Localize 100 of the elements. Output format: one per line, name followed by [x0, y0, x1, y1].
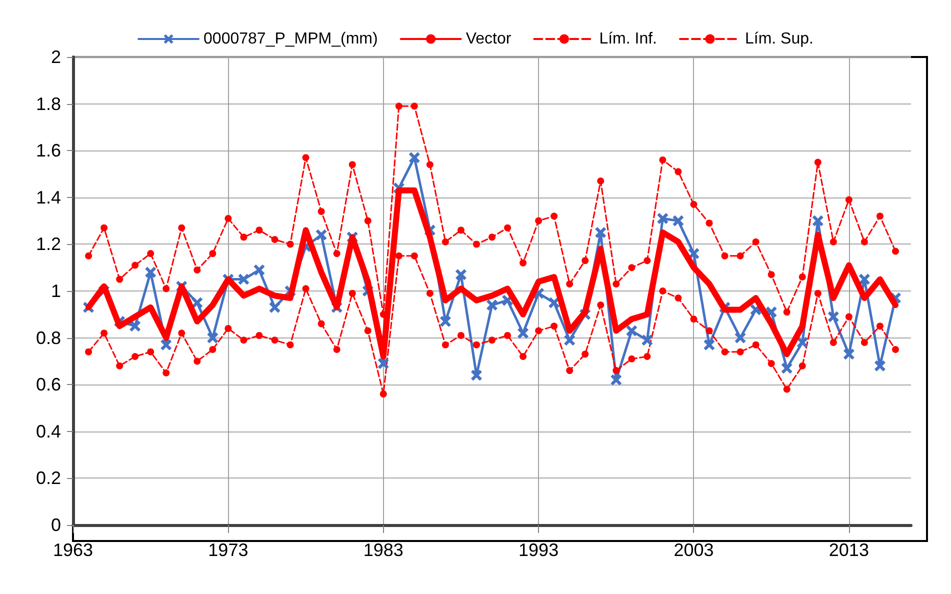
point — [721, 348, 728, 356]
point — [488, 336, 496, 344]
point — [876, 212, 884, 220]
point — [721, 252, 728, 260]
point — [504, 224, 512, 232]
point — [160, 339, 172, 350]
point — [286, 341, 294, 348]
point — [470, 370, 482, 381]
point — [736, 348, 744, 356]
point — [768, 360, 775, 368]
point — [408, 152, 420, 164]
point — [504, 332, 512, 339]
point — [550, 322, 558, 330]
point — [316, 229, 327, 240]
point — [566, 280, 574, 288]
point — [892, 346, 899, 353]
point — [690, 316, 698, 323]
y-tick-label: 0.8 — [36, 328, 61, 348]
point — [582, 350, 589, 358]
point — [364, 217, 372, 224]
point — [582, 257, 589, 264]
point — [595, 227, 606, 238]
point — [85, 348, 92, 356]
point — [194, 266, 201, 274]
point — [830, 338, 837, 346]
point — [238, 274, 250, 285]
point — [814, 158, 822, 166]
point — [286, 240, 294, 248]
point — [410, 252, 418, 260]
point — [348, 290, 356, 297]
point — [147, 348, 154, 356]
point — [736, 252, 744, 260]
point — [644, 353, 651, 360]
point — [674, 294, 682, 302]
point — [830, 238, 837, 246]
point — [348, 161, 356, 168]
point — [271, 236, 278, 244]
point — [674, 168, 682, 176]
point — [145, 266, 156, 278]
point — [752, 238, 760, 246]
y-tick-label: 1.2 — [36, 234, 61, 254]
y-tick-label: 0.4 — [36, 421, 61, 442]
point — [659, 288, 666, 294]
point — [410, 102, 418, 110]
point — [798, 273, 806, 280]
point — [132, 262, 139, 269]
point — [364, 327, 372, 334]
point — [612, 280, 620, 288]
point — [644, 257, 651, 264]
point — [378, 358, 389, 370]
point — [302, 285, 310, 292]
point — [256, 226, 263, 234]
point — [628, 355, 636, 362]
legend-label: 0000787_P_MPM_(mm) — [204, 30, 378, 48]
point — [626, 325, 638, 336]
point — [240, 336, 248, 344]
point — [659, 156, 666, 164]
y-tick-label: 1 — [50, 281, 61, 301]
point — [752, 341, 760, 348]
point — [162, 285, 170, 292]
point — [688, 248, 700, 260]
point — [828, 311, 839, 322]
point — [426, 161, 434, 168]
y-tick-label: 1.6 — [36, 140, 61, 161]
point — [488, 234, 496, 241]
point — [472, 341, 480, 348]
point — [597, 302, 604, 309]
point — [116, 276, 124, 283]
point — [892, 248, 899, 255]
legend-label: Vector — [466, 30, 512, 48]
point — [550, 212, 558, 220]
x-tick-label: 1973 — [208, 540, 248, 560]
point — [876, 322, 884, 330]
y-tick-label: 0 — [50, 515, 61, 535]
point — [628, 264, 636, 272]
point — [860, 238, 868, 246]
point — [535, 327, 542, 334]
point — [333, 346, 340, 353]
point — [845, 196, 852, 204]
point — [734, 332, 746, 344]
point — [192, 297, 203, 308]
x-tick-label: 1963 — [52, 540, 94, 560]
point — [240, 234, 248, 241]
point — [706, 327, 713, 334]
point — [333, 250, 340, 258]
point — [147, 250, 154, 258]
point — [132, 353, 139, 360]
point — [564, 334, 576, 346]
x-tick-label: 1993 — [518, 540, 559, 560]
point — [858, 274, 870, 285]
point — [395, 252, 402, 260]
point — [442, 341, 449, 348]
point — [690, 200, 698, 208]
point — [657, 212, 668, 224]
point — [269, 302, 280, 313]
point — [426, 290, 434, 297]
point — [672, 215, 684, 226]
point — [100, 224, 108, 232]
point — [781, 362, 792, 374]
point — [860, 338, 868, 346]
